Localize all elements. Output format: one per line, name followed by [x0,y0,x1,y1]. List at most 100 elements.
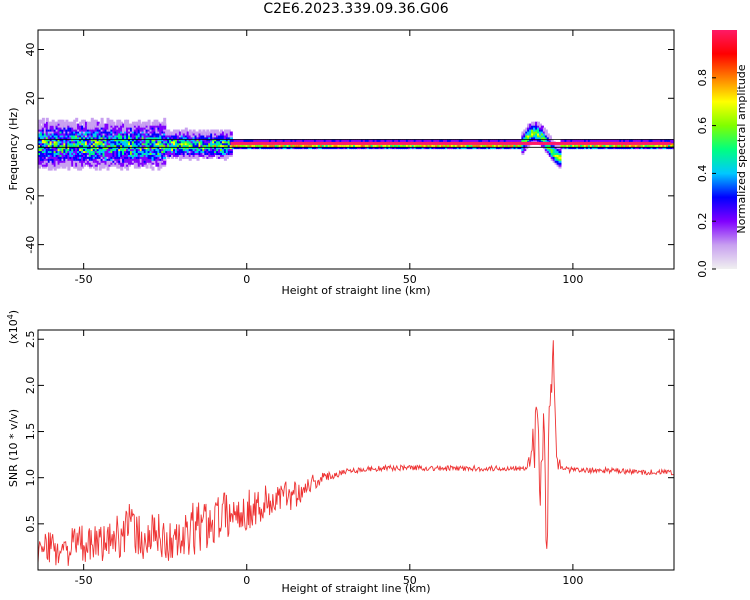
heatmap-cell [128,123,131,128]
spectrogram-panel: -50 0 50 100 40 20 0 -20 -40 Height of straight … [7,29,675,297]
heatmap-cell [513,139,517,144]
heatmap-cell [388,139,392,144]
heatmap-cell [554,143,558,148]
heatmap-cell [145,121,149,126]
heatmap-cell [544,129,548,134]
heatmap-cell [40,119,43,124]
heatmap-cell [255,139,259,144]
heatmap-cell [495,139,499,144]
heatmap-cell [658,139,662,144]
heatmap-cell [249,139,253,144]
heatmap-cell [73,119,77,124]
heatmap-cell [159,123,163,128]
heatmap-cell [43,123,47,128]
heatmap-cell [237,139,241,144]
heatmap-cell [582,139,585,144]
heatmap-cell [347,139,351,144]
heatmap-cell [535,125,539,130]
x-tick-label: -50 [75,574,93,587]
heatmap-cell [527,125,531,130]
heatmap-cell [59,119,63,124]
heatmap-cell [227,129,231,134]
heatmap-cell [376,139,380,144]
heatmap-cell [51,125,55,130]
heatmap-cell [419,139,423,144]
heatmap-cell [445,139,448,144]
heatmap-cell [443,139,447,144]
heatmap-cell [599,139,603,144]
heatmap-cell [492,139,495,144]
heatmap-cell [139,123,143,128]
heatmap-cell [672,139,674,144]
heatmap-cell [317,139,321,144]
heatmap-cell [450,139,454,144]
heatmap-cell [57,119,61,124]
heatmap-cell [353,139,357,144]
heatmap-cell [398,139,402,144]
heatmap-cell [270,139,274,144]
heatmap-cell [310,139,313,144]
heatmap-cell [100,117,104,122]
heatmap-cell [644,139,648,144]
heatmap-cell [147,119,151,124]
heatmap-cell [161,125,165,130]
heatmap-cell [511,139,515,144]
heatmap-cell [319,139,323,144]
colorbar-tick-label: 0.6 [696,117,709,135]
heatmap-cell [98,123,102,128]
heatmap-cell [654,139,658,144]
heatmap-cell [100,164,104,169]
heatmap-cell [90,123,94,128]
heatmap-cell [562,139,566,144]
heatmap-cell [501,139,505,144]
spectrogram-x-label: Height of straight line (km) [281,284,430,297]
heatmap-cell [208,131,212,136]
heatmap-cell [272,139,276,144]
heatmap-cell [149,164,153,169]
heatmap-cell [157,125,161,130]
snr-x-label: Height of straight line (km) [281,582,430,595]
heatmap-cell [613,139,617,144]
heatmap-cell [533,121,537,126]
heatmap-cell [527,123,531,128]
heatmap-cell [198,129,202,134]
heatmap-cell [476,139,480,144]
heatmap-cell [38,119,41,124]
heatmap-cell [313,139,317,144]
heatmap-cell [646,139,650,144]
heatmap-cell [65,123,69,128]
heatmap-cell [421,139,425,144]
heatmap-cell [45,125,49,130]
spectrogram-ticks: -50 0 50 100 40 20 0 -20 -40 [24,30,674,286]
heatmap-cell [515,139,519,144]
heatmap-cell [591,139,595,144]
heatmap-cell [133,125,137,130]
heatmap-cell [323,139,327,144]
heatmap-cell [145,125,149,130]
heatmap-cell [539,123,542,128]
heatmap-cell [41,117,45,122]
heatmap-cell [245,139,249,144]
heatmap-cell [402,139,405,144]
heatmap-cell [494,139,497,144]
heatmap-cell [589,139,593,144]
heatmap-cell [660,139,664,144]
heatmap-cell [225,129,229,134]
heatmap-cell [621,139,625,144]
heatmap-cell [623,139,627,144]
heatmap-cell [358,139,362,144]
heatmap-cell [186,131,190,136]
heatmap-cell [556,143,560,148]
heatmap-cell [45,121,49,126]
heatmap-cell [636,139,640,144]
heatmap-cell [41,121,45,126]
heatmap-cell [151,166,155,171]
heatmap-cell [587,139,591,144]
heatmap-cell [61,119,65,124]
heatmap-cell [519,139,523,144]
heatmap-cell [202,129,206,134]
heatmap-cell [92,119,96,124]
heatmap-cell [131,125,135,130]
heatmap-cell [116,119,120,124]
